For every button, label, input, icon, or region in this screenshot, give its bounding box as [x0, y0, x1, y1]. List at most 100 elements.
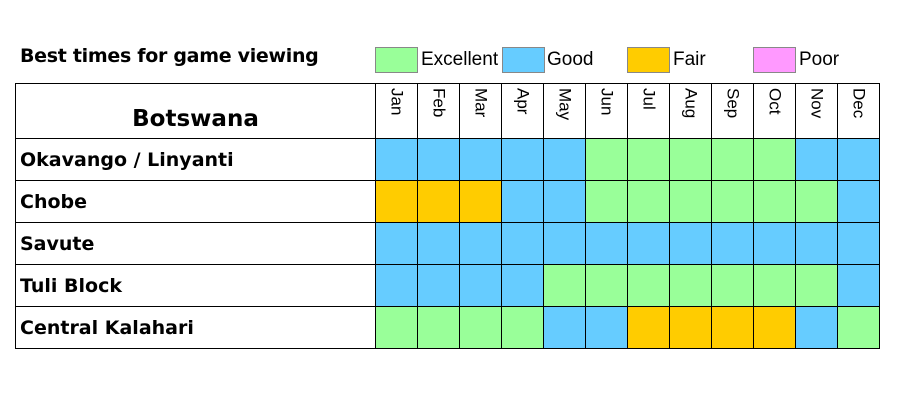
rating-cell-apr: [501, 180, 544, 223]
month-header-mar: Mar: [459, 83, 502, 139]
rating-cell-jun: [585, 138, 628, 181]
rating-cell-oct: [753, 222, 796, 265]
month-label: Dec: [849, 88, 868, 119]
rating-cell-may: [543, 180, 586, 223]
rating-cell-apr: [501, 306, 544, 349]
rating-cell-jul: [627, 138, 670, 181]
rating-cell-aug: [669, 264, 712, 307]
month-label: Sep: [723, 88, 742, 119]
rating-cell-dec: [837, 264, 880, 307]
rating-cell-apr: [501, 138, 544, 181]
rating-cell-mar: [459, 222, 502, 265]
rating-cell-oct: [753, 306, 796, 349]
rating-cell-may: [543, 222, 586, 265]
rating-cell-nov: [795, 138, 838, 181]
month-header-may: May: [543, 83, 586, 139]
rating-cell-jan: [375, 138, 418, 181]
rating-cell-apr: [501, 222, 544, 265]
month-label: Aug: [681, 88, 700, 119]
region-label: Chobe: [15, 180, 376, 223]
legend-label-fair: Fair: [673, 49, 706, 70]
legend: Excellent Good Fair Poor: [0, 0, 900, 80]
month-label: Apr: [513, 88, 532, 115]
rating-cell-sep: [711, 306, 754, 349]
rating-cell-mar: [459, 306, 502, 349]
rating-cell-oct: [753, 264, 796, 307]
month-header-nov: Nov: [795, 83, 838, 139]
month-label: Nov: [807, 88, 826, 119]
rating-cell-apr: [501, 264, 544, 307]
rating-cell-oct: [753, 138, 796, 181]
rating-cell-feb: [417, 138, 460, 181]
region-label: Tuli Block: [15, 264, 376, 307]
rating-cell-aug: [669, 138, 712, 181]
month-header-sep: Sep: [711, 83, 754, 139]
header-row: Botswana Jan Feb Mar Apr May Jun Jul Aug Sep Oct N…: [15, 83, 880, 139]
month-header-jan: Jan: [375, 83, 418, 139]
legend-swatch-poor: [753, 47, 796, 73]
legend-swatch-fair: [627, 47, 670, 73]
table-row: Okavango / Linyanti: [15, 138, 880, 181]
month-label: Mar: [471, 88, 490, 118]
rating-cell-jan: [375, 222, 418, 265]
rating-cell-nov: [795, 264, 838, 307]
month-header-jul: Jul: [627, 83, 670, 139]
month-header-apr: Apr: [501, 83, 544, 139]
legend-label-good: Good: [547, 49, 594, 70]
month-header-oct: Oct: [753, 83, 796, 139]
month-label: Jun: [597, 88, 616, 116]
rating-cell-jul: [627, 306, 670, 349]
rating-cell-nov: [795, 306, 838, 349]
region-label: Okavango / Linyanti: [15, 138, 376, 181]
country-header: Botswana: [15, 83, 376, 139]
table-row: Chobe: [15, 180, 880, 223]
rating-cell-jun: [585, 264, 628, 307]
rating-cell-aug: [669, 180, 712, 223]
rating-cell-may: [543, 306, 586, 349]
rating-cell-jun: [585, 180, 628, 223]
rating-cell-feb: [417, 180, 460, 223]
region-label: Savute: [15, 222, 376, 265]
rating-cell-jun: [585, 306, 628, 349]
rating-cell-dec: [837, 180, 880, 223]
month-label: Feb: [429, 88, 448, 118]
table-row: Central Kalahari: [15, 306, 880, 349]
month-label: Jan: [387, 88, 406, 116]
rating-cell-mar: [459, 180, 502, 223]
rating-cell-jul: [627, 222, 670, 265]
month-header-jun: Jun: [585, 83, 628, 139]
legend-swatch-excellent: [375, 47, 418, 73]
rating-cell-jul: [627, 180, 670, 223]
rating-cell-jun: [585, 222, 628, 265]
rating-cell-dec: [837, 222, 880, 265]
rating-cell-sep: [711, 264, 754, 307]
rating-cell-jan: [375, 264, 418, 307]
rating-cell-jul: [627, 264, 670, 307]
rating-cell-jan: [375, 306, 418, 349]
month-header-aug: Aug: [669, 83, 712, 139]
grid-body: Okavango / Linyanti Chobe Savute Tuli Block…: [15, 138, 880, 349]
rating-cell-feb: [417, 264, 460, 307]
rating-cell-sep: [711, 138, 754, 181]
rating-cell-sep: [711, 180, 754, 223]
month-label: Jul: [639, 88, 658, 110]
rating-cell-mar: [459, 138, 502, 181]
rating-cell-sep: [711, 222, 754, 265]
rating-cell-aug: [669, 222, 712, 265]
region-label: Central Kalahari: [15, 306, 376, 349]
rating-cell-dec: [837, 138, 880, 181]
chart-title: Best times for game viewing: [20, 45, 319, 67]
rating-cell-feb: [417, 306, 460, 349]
rating-cell-dec: [837, 306, 880, 349]
month-label: May: [555, 88, 574, 121]
rating-cell-aug: [669, 306, 712, 349]
month-header-feb: Feb: [417, 83, 460, 139]
legend-label-poor: Poor: [799, 49, 840, 70]
game-viewing-grid: Botswana Jan Feb Mar Apr May Jun Jul Aug Sep Oct N…: [15, 83, 880, 349]
rating-cell-jan: [375, 180, 418, 223]
rating-cell-oct: [753, 180, 796, 223]
month-label: Oct: [765, 88, 784, 115]
legend-label-excellent: Excellent: [421, 49, 499, 70]
table-row: Savute: [15, 222, 880, 265]
rating-cell-feb: [417, 222, 460, 265]
